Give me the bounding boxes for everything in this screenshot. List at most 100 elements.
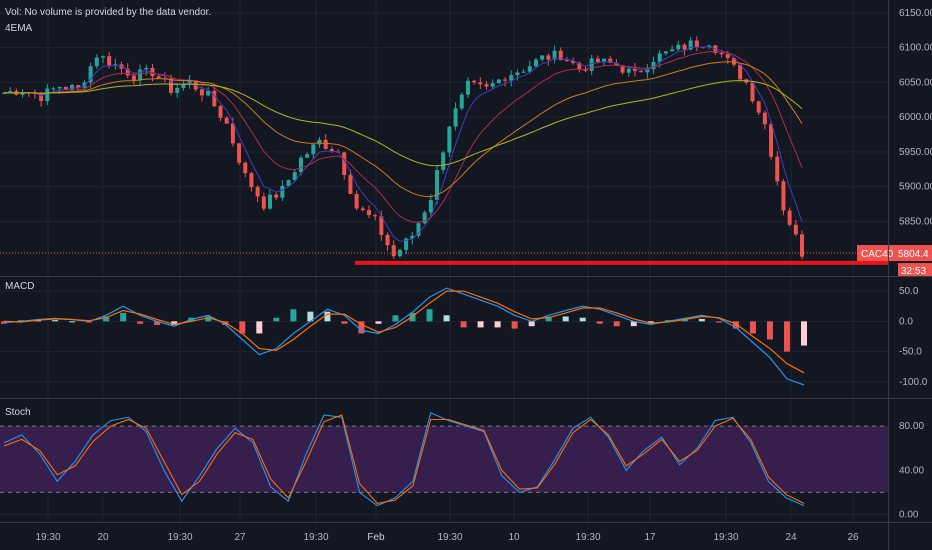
candle-body xyxy=(484,84,489,87)
macd-histogram-bar xyxy=(749,321,756,334)
candle-body xyxy=(546,55,551,60)
macd-histogram-bar xyxy=(307,311,314,322)
candle-body xyxy=(645,69,650,73)
candle-body xyxy=(626,68,631,73)
macd-histogram-bar xyxy=(801,321,807,346)
candle-body xyxy=(534,59,538,67)
macd-histogram-bar xyxy=(460,321,467,328)
ema-line-2 xyxy=(3,50,803,223)
candle-body xyxy=(435,170,440,200)
stoch-label[interactable]: Stoch xyxy=(5,407,31,418)
candle-body xyxy=(738,64,743,80)
macd-histogram-bar xyxy=(375,321,382,324)
stoch-band xyxy=(0,426,888,493)
price-pane[interactable]: CAC40 5804.4 32:53 xyxy=(0,36,932,278)
candle-body xyxy=(694,40,699,47)
candle-body xyxy=(100,56,105,58)
candle-body xyxy=(422,212,427,224)
macd-pane[interactable] xyxy=(1,287,807,386)
candle-body xyxy=(243,162,248,174)
x-tick-label: 19:30 xyxy=(713,532,738,543)
ema-line-3 xyxy=(3,61,803,198)
ema-indicator-label[interactable]: 4EMA xyxy=(5,23,33,34)
candle-body xyxy=(800,234,804,257)
candle-body xyxy=(144,67,149,70)
ema-line-4 xyxy=(4,80,803,167)
candle-body xyxy=(175,87,180,93)
x-tick-label: 19:30 xyxy=(167,532,192,543)
candle-body xyxy=(639,71,644,73)
x-tick-label: 19:30 xyxy=(303,532,328,543)
y-tick-label: 50.0 xyxy=(899,286,919,297)
stoch-pane[interactable] xyxy=(0,412,888,507)
y-tick-label: 6050.00 xyxy=(899,77,932,88)
x-tick-label: 20 xyxy=(97,532,109,543)
candle-body xyxy=(51,88,56,90)
candle-body xyxy=(125,68,130,76)
candle-body xyxy=(503,79,508,81)
candle-body xyxy=(385,234,390,246)
candle-body xyxy=(391,245,396,257)
candle-body xyxy=(329,148,334,152)
macd-histogram-bar xyxy=(647,321,654,324)
y-tick-label: 5950.00 xyxy=(899,147,932,158)
candle-body xyxy=(472,80,477,83)
candle-body xyxy=(70,85,75,90)
candle-body xyxy=(589,58,594,71)
candle-body xyxy=(138,69,143,81)
candle-body xyxy=(230,123,235,144)
candle-body xyxy=(620,65,625,73)
macd-histogram-bar xyxy=(239,321,246,334)
candle-body xyxy=(94,57,99,67)
candle-body xyxy=(218,106,223,118)
candle-body xyxy=(496,79,501,84)
candle-body xyxy=(2,92,6,94)
macd-histogram-bar xyxy=(426,309,433,322)
candle-body xyxy=(255,187,260,197)
macd-histogram-bar xyxy=(205,316,212,322)
macd-histogram-bar xyxy=(256,321,263,334)
candle-body xyxy=(632,68,637,72)
macd-histogram-bar xyxy=(35,320,42,322)
candle-body xyxy=(509,75,514,81)
macd-histogram-bar xyxy=(154,321,161,325)
candle-body xyxy=(793,224,798,235)
candle-body xyxy=(459,94,464,109)
y-tick-label: 0.0 xyxy=(899,316,913,327)
x-tick-label: 19:30 xyxy=(437,532,462,543)
candle-body xyxy=(286,180,291,186)
candle-body xyxy=(663,51,668,54)
candle-body xyxy=(39,93,44,102)
macd-histogram-bar xyxy=(766,321,773,340)
candle-body xyxy=(292,172,297,181)
macd-histogram-bar xyxy=(137,321,144,324)
candle-body xyxy=(651,61,656,70)
candle-body xyxy=(490,83,495,87)
x-tick-label: 26 xyxy=(847,532,859,543)
candle-body xyxy=(552,50,557,60)
candle-body xyxy=(20,92,25,95)
candle-body xyxy=(688,40,693,50)
macd-histogram-bar xyxy=(664,320,671,322)
macd-label[interactable]: MACD xyxy=(5,281,35,292)
candle-body xyxy=(107,56,112,66)
price-tag-box xyxy=(857,245,932,262)
macd-histogram-bar xyxy=(545,316,552,322)
y-tick-label: 6100.00 xyxy=(899,43,932,54)
macd-histogram-bar xyxy=(783,321,790,352)
candle-body xyxy=(212,90,217,107)
y-tick-label: -50.0 xyxy=(899,347,922,358)
candle-body xyxy=(540,55,545,60)
candle-body xyxy=(274,194,279,198)
candle-body xyxy=(57,86,62,89)
candle-body xyxy=(614,62,619,66)
countdown-box xyxy=(898,263,932,278)
candle-body xyxy=(756,101,761,113)
price-tag: CAC40 5804.4 32:53 xyxy=(857,245,932,278)
x-tick-label: 19:30 xyxy=(35,532,60,543)
macd-histogram-bar xyxy=(341,321,348,324)
macd-histogram-bar xyxy=(52,320,59,322)
volume-note: Vol: No volume is provided by the data v… xyxy=(5,7,212,18)
y-tick-label: 80.00 xyxy=(899,421,924,432)
